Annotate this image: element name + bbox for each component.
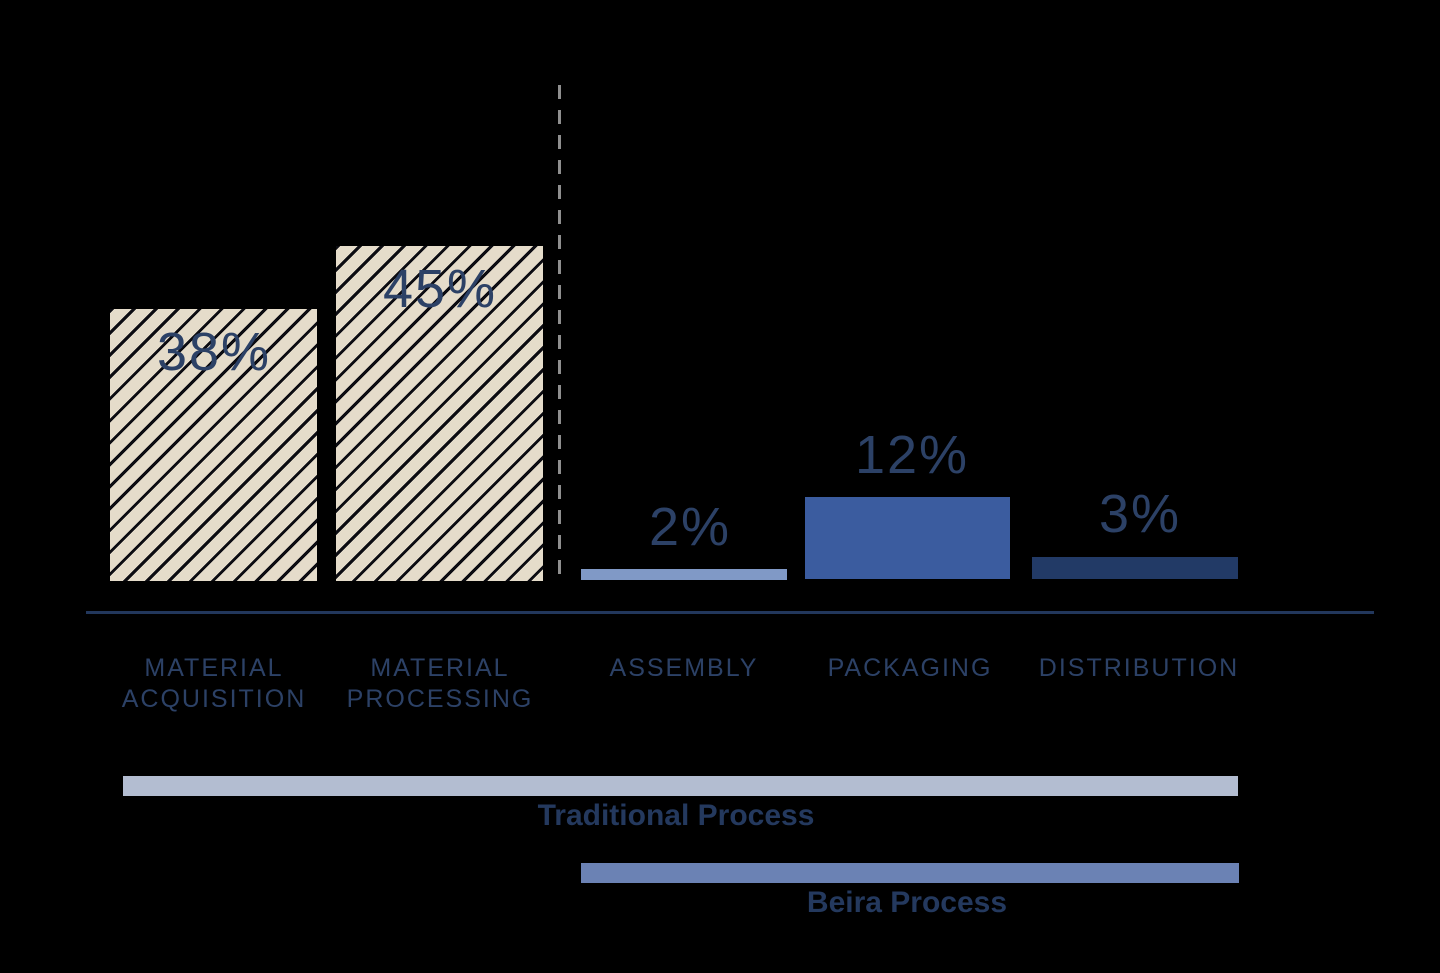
beira-process-span-bar xyxy=(581,863,1239,883)
category-label-line2: PROCESSING xyxy=(346,685,534,713)
beira-process-label: Beira Process xyxy=(806,886,1008,919)
value-label-material-acquisition: 38% xyxy=(156,322,272,382)
category-label-packaging: PACKAGING xyxy=(770,653,1050,684)
value-label-distribution: 3% xyxy=(1098,484,1182,544)
category-label-material-processing: MATERIAL PROCESSING xyxy=(300,653,580,715)
category-label-line1: ASSEMBLY xyxy=(609,654,759,682)
dashed-divider-line xyxy=(558,85,561,579)
category-label-line1: DISTRIBUTION xyxy=(1038,654,1240,682)
bar-distribution xyxy=(1032,557,1238,579)
value-label-material-processing: 45% xyxy=(382,259,498,319)
bar-material-acquisition xyxy=(110,309,317,581)
value-label-assembly: 2% xyxy=(648,497,732,557)
category-label-assembly: ASSEMBLY xyxy=(544,653,824,684)
x-axis-line xyxy=(86,611,1374,614)
category-label-line1: PACKAGING xyxy=(827,654,993,682)
value-label-packaging: 12% xyxy=(854,425,970,485)
category-label-line2: ACQUISITION xyxy=(121,685,307,713)
category-label-line1: MATERIAL xyxy=(370,654,510,682)
bar-assembly xyxy=(581,569,787,580)
traditional-process-label: Traditional Process xyxy=(537,799,815,832)
category-label-line1: MATERIAL xyxy=(144,654,284,682)
traditional-process-span-bar xyxy=(123,776,1238,796)
bar-material-processing xyxy=(336,246,543,581)
bar-packaging xyxy=(805,497,1010,579)
category-label-distribution: DISTRIBUTION xyxy=(999,653,1279,684)
category-label-material-acquisition: MATERIAL ACQUISITION xyxy=(74,653,354,715)
